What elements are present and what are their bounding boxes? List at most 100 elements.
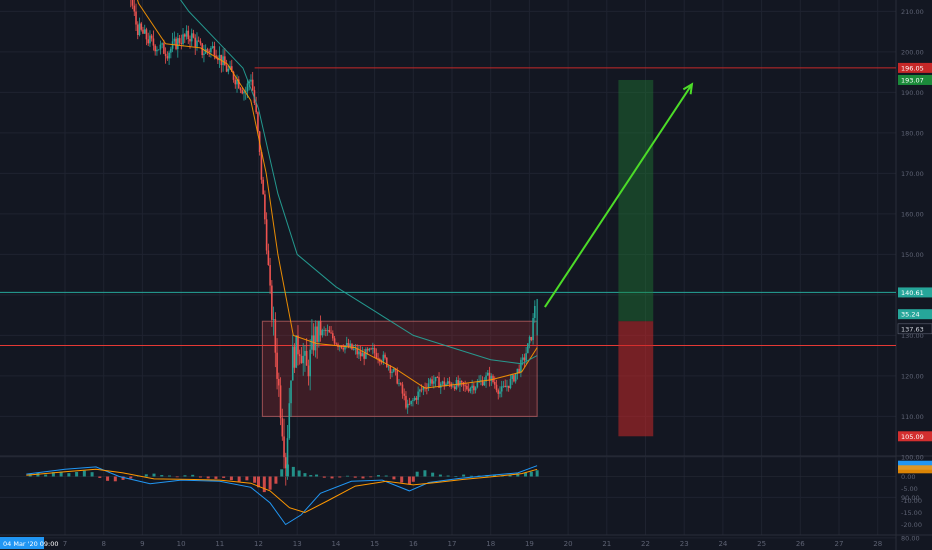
candle-body	[203, 53, 205, 56]
candle-body	[194, 37, 197, 47]
candle-body	[234, 79, 237, 85]
crosshair-date-label: 04 Mar '20 09:00	[3, 540, 59, 548]
candle-body	[239, 88, 242, 91]
x-tick-label: 24	[718, 540, 727, 548]
candle-body	[488, 372, 491, 381]
macd-histogram-bar	[315, 474, 319, 477]
candle-body	[316, 326, 318, 342]
x-tick-label: 28	[873, 540, 882, 548]
macd-histogram-bar	[286, 464, 290, 477]
candle-body	[459, 380, 461, 386]
macd-histogram-bar	[129, 476, 133, 479]
x-tick-label: 22	[641, 540, 650, 548]
price-badge	[897, 323, 932, 335]
candle-body	[236, 79, 238, 85]
x-tick-label: 14	[331, 540, 340, 548]
candle-body	[466, 385, 468, 390]
macd-pane	[0, 464, 896, 526]
macd-histogram-bar	[322, 476, 326, 478]
candle-body	[509, 378, 512, 389]
candle-body	[281, 418, 284, 437]
candle-body	[485, 375, 487, 382]
candle-body	[490, 375, 493, 381]
candle-body	[382, 354, 385, 362]
candle-body	[230, 66, 233, 72]
macd-histogram-bar	[438, 474, 442, 477]
macd-histogram-bar	[237, 476, 241, 482]
y-tick-label: 150.00	[901, 251, 924, 259]
macd-histogram-bar	[338, 476, 342, 478]
candle-body	[164, 53, 167, 57]
candle-body	[197, 40, 200, 42]
y-tick-label: 210.00	[901, 8, 924, 16]
candle-body	[460, 380, 463, 383]
macd-histogram-bar	[229, 476, 233, 481]
candle-body	[284, 457, 287, 469]
price-badge-text: 193.07	[901, 76, 924, 84]
candle-body	[279, 385, 282, 419]
candle-body	[192, 33, 195, 38]
macd-histogram-bar	[274, 476, 278, 484]
candle-body	[363, 353, 365, 359]
candle-body	[499, 391, 501, 394]
candle-body	[250, 79, 252, 82]
candle-body	[443, 381, 446, 387]
candle-body	[274, 319, 277, 353]
macd-histogram-bar	[262, 476, 266, 493]
candle-body	[405, 395, 407, 408]
candle-body	[356, 348, 358, 355]
candle-body	[351, 343, 353, 350]
candle-body	[136, 24, 139, 36]
macd-histogram-bar	[198, 476, 202, 478]
candle-body	[143, 29, 146, 34]
macd-histogram-bar	[67, 473, 71, 477]
macd-histogram-bar	[167, 475, 171, 477]
macd-histogram-bar	[183, 475, 187, 477]
x-tick-label: 25	[757, 540, 766, 548]
candle-body	[276, 352, 278, 379]
price-badge-target-red-text: 196.05	[901, 64, 924, 72]
candle-body	[332, 333, 334, 339]
y-tick-label: 170.00	[901, 170, 924, 178]
candle-body	[436, 377, 439, 378]
candle-body	[161, 43, 163, 45]
candle-body	[170, 48, 172, 53]
x-tick-label: 12	[254, 540, 263, 548]
candle-body	[340, 345, 343, 349]
candle-body	[237, 79, 240, 89]
macd-histogram-bar	[384, 475, 388, 477]
macd-y-tick-label: -5.00	[901, 485, 918, 493]
candle-body	[224, 56, 226, 66]
candle-body	[210, 48, 212, 53]
candle-body	[422, 387, 425, 390]
candle-body	[286, 438, 289, 469]
candle-body	[528, 336, 531, 344]
candle-body	[375, 353, 378, 359]
candle-body	[525, 353, 527, 361]
candle-body	[293, 346, 296, 368]
candle-body	[398, 383, 400, 384]
candle-body	[446, 381, 449, 385]
candle-body	[157, 49, 160, 51]
candle-body	[232, 71, 235, 80]
macd-histogram-bar	[214, 476, 218, 479]
candle-body	[401, 384, 404, 394]
candle-body	[156, 49, 158, 52]
macd-histogram-bar	[144, 474, 148, 477]
candle-body	[140, 23, 143, 30]
candle-body	[311, 335, 313, 350]
x-tick-label: 10	[177, 540, 186, 548]
position-loss-zone	[618, 321, 654, 437]
candle-body	[372, 348, 374, 350]
macd-histogram-bar	[90, 472, 94, 477]
candle-body	[389, 366, 392, 373]
candle-body	[314, 326, 317, 351]
candle-body	[323, 330, 325, 331]
position-profit-zone	[618, 79, 654, 322]
candle-body	[391, 371, 393, 373]
candle-body	[267, 250, 270, 266]
candle-body	[380, 361, 383, 363]
candle-body	[255, 102, 257, 113]
candle-body	[159, 44, 162, 50]
